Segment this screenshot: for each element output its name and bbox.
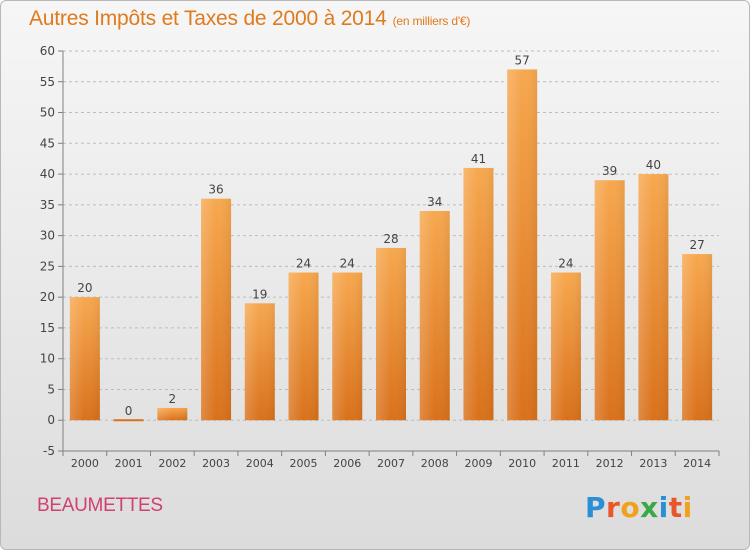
proxiti-logo: Proxiti xyxy=(585,491,693,524)
label-layer: 20 0 2 36 19 24 24 28 34 41 57 24 39 40 27 xyxy=(77,53,705,418)
x-tick-label: 2009 xyxy=(464,457,492,470)
bar-highlight xyxy=(638,174,669,421)
y-tick-label: 60 xyxy=(40,44,55,58)
y-tick-label: 5 xyxy=(47,382,55,396)
x-tick-label: 2010 xyxy=(508,457,536,470)
bar-highlight xyxy=(682,254,713,421)
bar-highlight xyxy=(550,272,581,421)
data-label: 28 xyxy=(383,232,398,246)
y-tick-label: 25 xyxy=(40,259,55,273)
y-tick-label: 10 xyxy=(40,352,55,366)
data-label: 24 xyxy=(296,257,311,271)
y-tick-label: 30 xyxy=(40,229,55,243)
title-text: Autres Impôts et Taxes de 2000 à 2014 xyxy=(29,7,387,30)
y-tick-label: 45 xyxy=(40,136,55,150)
x-tick-label: 2012 xyxy=(596,457,624,470)
data-label: 24 xyxy=(558,257,573,271)
y-tick-label: 55 xyxy=(40,75,55,89)
y-tick-label: 35 xyxy=(40,198,55,212)
data-label: 20 xyxy=(77,281,92,295)
data-label: 0 xyxy=(125,404,133,418)
bar-highlight xyxy=(288,272,319,421)
data-label: 19 xyxy=(252,287,267,301)
bar-highlight xyxy=(376,247,406,421)
bar-highlight xyxy=(594,180,625,421)
bar-highlight xyxy=(244,303,275,421)
data-label: 34 xyxy=(427,195,442,209)
x-tick-label: 2008 xyxy=(421,457,449,470)
data-label: 39 xyxy=(602,164,617,178)
bar-highlight xyxy=(332,272,363,421)
y-tick-label: 50 xyxy=(40,106,55,120)
bar-layer xyxy=(69,69,713,422)
x-tick-label: 2014 xyxy=(683,457,711,470)
y-tick-label: 20 xyxy=(40,290,55,304)
bar-highlight xyxy=(463,167,494,421)
data-label: 36 xyxy=(208,183,223,197)
bar-highlight xyxy=(507,69,538,421)
chart-title: Autres Impôts et Taxes de 2000 à 2014 (en… xyxy=(29,7,470,31)
x-tick-label: 2007 xyxy=(377,457,405,470)
x-tick-label: 2003 xyxy=(202,457,230,470)
svg-text:Proxiti: Proxiti xyxy=(585,491,693,524)
y-tick-label: 15 xyxy=(40,321,55,335)
x-tick-label: 2005 xyxy=(290,457,318,470)
data-label: 2 xyxy=(169,392,177,406)
x-tick-label: 2004 xyxy=(246,457,274,470)
x-tick-label: 2002 xyxy=(158,457,186,470)
x-tick-label: 2013 xyxy=(639,457,667,470)
bar xyxy=(113,419,144,422)
data-label: 41 xyxy=(471,152,486,166)
y-tick-label: -5 xyxy=(43,444,55,458)
bar-highlight xyxy=(157,407,188,421)
y-tick-label: 0 xyxy=(47,413,55,427)
city-name: BEAUMETTES xyxy=(37,495,163,516)
x-tick-label: 2011 xyxy=(552,457,580,470)
data-label: 40 xyxy=(646,158,661,172)
bar-highlight xyxy=(201,198,232,421)
data-label: 24 xyxy=(340,257,355,271)
bar-highlight xyxy=(69,297,100,421)
x-tick-label: 2006 xyxy=(333,457,361,470)
chart-subtitle: (en milliers d'€) xyxy=(392,14,471,28)
data-label: 57 xyxy=(515,53,530,67)
y-tick-label: 40 xyxy=(40,167,55,181)
x-tick-label: 2000 xyxy=(71,457,99,470)
x-tick-label: 2001 xyxy=(115,457,143,470)
data-label: 27 xyxy=(689,238,704,252)
bar-highlight xyxy=(419,211,450,421)
